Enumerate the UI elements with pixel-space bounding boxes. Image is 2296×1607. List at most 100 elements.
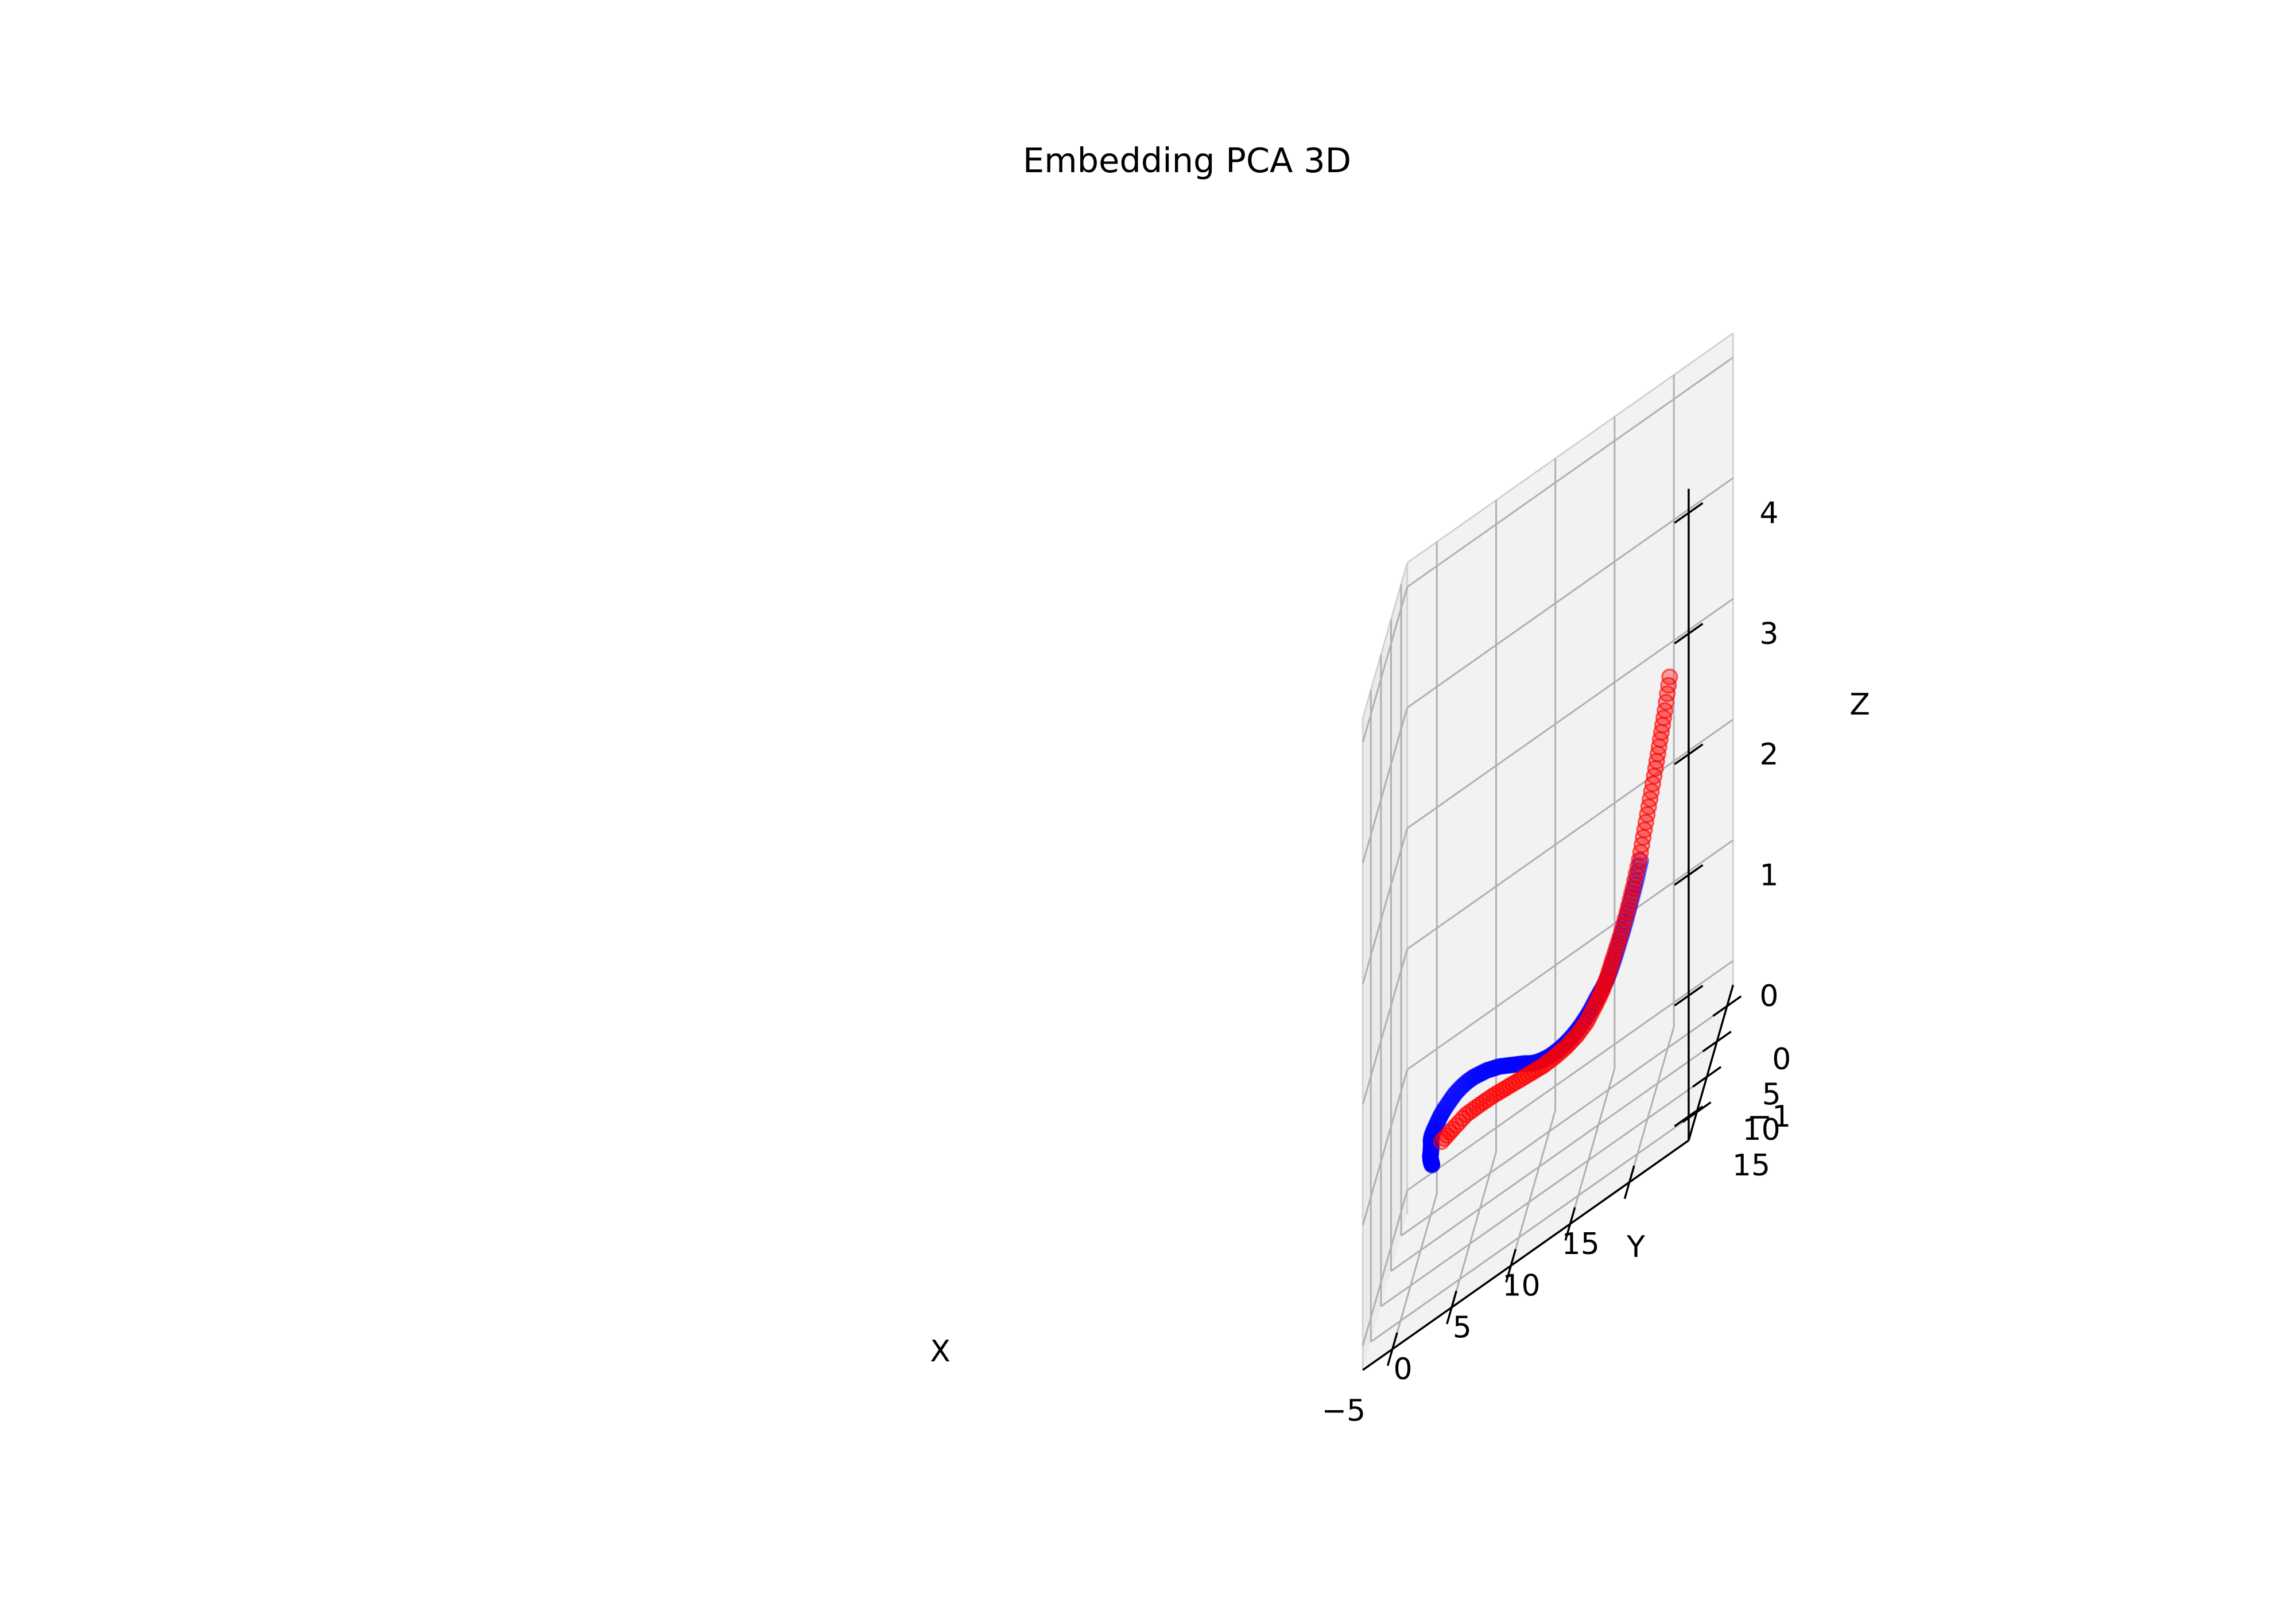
grid-line-x	[1450, 1151, 1497, 1308]
data-point-blue	[1423, 1155, 1440, 1172]
data-point-blue	[1480, 1061, 1497, 1078]
data-point-blue	[1444, 1089, 1461, 1106]
data-point-blue	[1422, 1149, 1439, 1166]
data-point-blue	[1499, 1057, 1516, 1074]
data-point-blue	[1486, 1059, 1503, 1077]
data-point-blue	[1430, 1112, 1447, 1129]
data-point-red	[1613, 922, 1630, 940]
data-point-blue	[1422, 1153, 1440, 1170]
x-axis-line	[1362, 1139, 1689, 1371]
grid-line-z	[1406, 598, 1734, 829]
x-tick	[1446, 1290, 1457, 1325]
data-point-blue	[1423, 1155, 1440, 1173]
data-point-blue	[1448, 1083, 1465, 1100]
data-point-blue	[1422, 1147, 1439, 1164]
z-tick	[1674, 864, 1704, 886]
z-tick-label: 1	[1759, 858, 1778, 892]
axis-lines	[1362, 488, 1742, 1371]
data-point-red	[1661, 668, 1678, 685]
data-point-blue	[1500, 1057, 1518, 1074]
x-tick-label: 10	[1502, 1269, 1540, 1303]
data-point-blue	[1452, 1080, 1469, 1097]
data-point-blue	[1477, 1062, 1494, 1080]
data-point-blue	[1483, 1060, 1500, 1077]
y-tick	[1692, 1066, 1722, 1088]
data-point-blue	[1423, 1154, 1440, 1171]
data-point-blue	[1428, 1116, 1445, 1133]
data-point-blue	[1431, 1109, 1448, 1126]
data-point-blue	[1422, 1143, 1440, 1160]
data-point-blue	[1502, 1057, 1519, 1074]
grid-line-z	[1362, 1190, 1409, 1346]
grid-line-x	[1628, 1026, 1675, 1183]
grid-line-z	[1362, 949, 1409, 1105]
data-point-blue	[1427, 1117, 1444, 1135]
data-point-blue	[1503, 1057, 1521, 1074]
pane-back-left	[1363, 562, 1407, 1371]
data-point-red	[1620, 898, 1637, 915]
z-tick	[1674, 985, 1704, 1007]
data-point-blue	[1422, 1147, 1439, 1165]
data-point-blue	[1473, 1064, 1491, 1081]
data-point-blue	[1422, 1151, 1439, 1169]
x-tick-label: 15	[1562, 1227, 1600, 1261]
data-point-blue	[1422, 1145, 1439, 1162]
data-point-blue	[1423, 1156, 1440, 1173]
grid-line-z	[1406, 356, 1734, 588]
data-point-blue	[1422, 1146, 1439, 1163]
data-point-blue	[1439, 1096, 1456, 1113]
data-point-blue	[1424, 1156, 1441, 1174]
y-tick-label: 15	[1732, 1148, 1770, 1183]
data-point-blue	[1458, 1074, 1475, 1091]
data-point-blue	[1497, 1057, 1514, 1074]
data-point-blue	[1445, 1086, 1463, 1104]
data-point-blue	[1467, 1068, 1484, 1085]
z-axis-label: Z	[1849, 688, 1870, 722]
data-point-blue	[1463, 1070, 1480, 1088]
chart-title: Embedding PCA 3D	[1023, 141, 1351, 180]
data-point-blue	[1488, 1059, 1505, 1076]
series-red	[1433, 668, 1678, 1150]
data-point-blue	[1471, 1066, 1488, 1083]
grid-line-y	[1401, 1005, 1728, 1237]
data-point-blue	[1423, 1154, 1440, 1171]
data-point-blue	[1437, 1098, 1455, 1115]
data-point-blue	[1465, 1068, 1483, 1085]
x-tick	[1564, 1207, 1576, 1241]
grid-line-y	[1370, 1111, 1697, 1343]
y-axis-line	[1688, 984, 1735, 1141]
data-point-blue	[1469, 1066, 1486, 1084]
data-point-blue	[1426, 1119, 1444, 1136]
grid-line-z	[1362, 587, 1409, 743]
data-point-red	[1618, 903, 1635, 921]
data-point-blue	[1422, 1152, 1440, 1169]
y-tick-label: 0	[1772, 1042, 1791, 1077]
data-point-blue	[1422, 1154, 1440, 1171]
data-point-blue	[1492, 1058, 1510, 1075]
data-point-blue	[1464, 1069, 1481, 1086]
z-tick-label: −1	[1747, 1100, 1791, 1134]
y-tick	[1702, 1030, 1732, 1053]
grid-line-y	[1380, 1076, 1708, 1307]
grid-line-z	[1362, 707, 1409, 864]
data-point-red	[1616, 910, 1634, 927]
data-point-blue	[1422, 1151, 1440, 1169]
grid-line-x	[1391, 1193, 1438, 1350]
data-point-blue	[1484, 1060, 1502, 1077]
y-tick	[1712, 995, 1742, 1017]
data-point-blue	[1423, 1155, 1440, 1172]
data-point-blue	[1491, 1058, 1508, 1075]
data-point-blue	[1429, 1114, 1446, 1131]
z-tick	[1674, 1105, 1704, 1127]
data-point-blue	[1432, 1107, 1449, 1124]
data-point-blue	[1446, 1085, 1464, 1102]
data-point-blue	[1422, 1150, 1439, 1167]
grid-line-z	[1406, 477, 1734, 709]
data-point-blue	[1496, 1057, 1513, 1074]
data-point-blue	[1441, 1092, 1459, 1109]
data-points	[1422, 668, 1678, 1174]
data-point-blue	[1440, 1094, 1457, 1111]
data-point-blue	[1422, 1142, 1440, 1159]
x-tick	[1623, 1165, 1635, 1200]
